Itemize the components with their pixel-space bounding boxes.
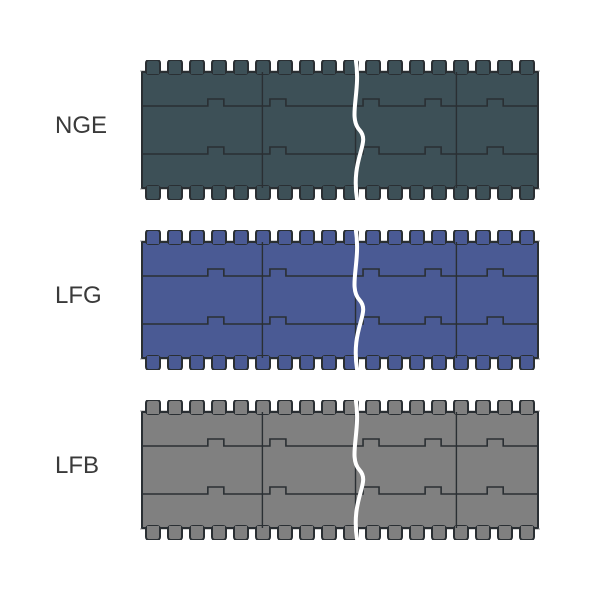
diagram-root: { "canvas": { "w": 600, "h": 600, "bg": … bbox=[0, 0, 600, 600]
belt-row-lfg: LFG bbox=[0, 230, 600, 370]
belt-row-lfb: LFB bbox=[0, 400, 600, 540]
belt-row-nge: NGE bbox=[0, 60, 600, 200]
belt-graphic-nge bbox=[140, 60, 540, 200]
belt-graphic-lfb bbox=[140, 400, 540, 540]
belt-label-lfg: LFG bbox=[55, 282, 102, 310]
belt-graphic-lfg bbox=[140, 230, 540, 370]
belt-label-nge: NGE bbox=[55, 112, 107, 140]
belt-label-lfb: LFB bbox=[55, 452, 99, 480]
